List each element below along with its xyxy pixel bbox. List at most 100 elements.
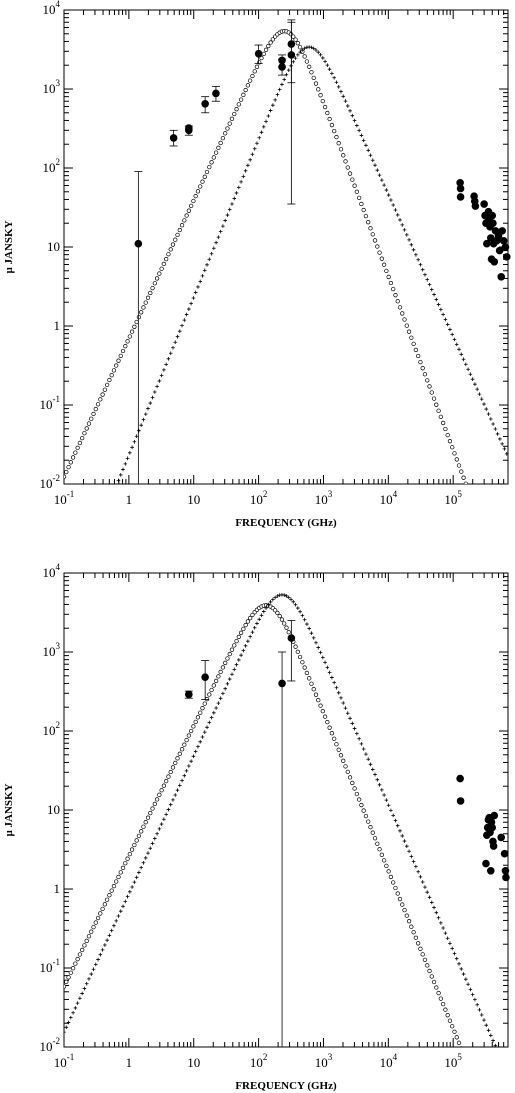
model-point — [434, 402, 439, 407]
model-point — [123, 899, 128, 904]
model-point — [188, 728, 194, 734]
model-point — [187, 764, 191, 768]
model-point — [439, 921, 443, 925]
model-point — [241, 174, 246, 179]
model-point — [123, 462, 128, 466]
model-point — [457, 962, 461, 966]
x-tick-label: 102 — [250, 1052, 268, 1070]
y-tick-label: 1 — [54, 318, 61, 333]
model-point — [216, 235, 221, 239]
model-point — [416, 353, 421, 359]
model-point — [423, 885, 427, 889]
data-marker — [500, 849, 509, 858]
model-point — [89, 972, 94, 976]
model-point — [212, 246, 216, 251]
model-point — [381, 262, 387, 267]
model-point — [395, 213, 400, 217]
y-tick-label: 10 — [47, 239, 60, 254]
model-point — [489, 1033, 493, 1038]
data-marker — [483, 239, 491, 248]
model-point — [323, 660, 327, 665]
model-point — [145, 815, 151, 820]
model-point — [409, 924, 414, 929]
model-point — [212, 711, 216, 715]
data-marker — [134, 239, 143, 248]
model-point — [373, 772, 377, 777]
model-point — [175, 232, 180, 238]
y-tick-label: 103 — [43, 641, 61, 659]
model-point — [327, 670, 332, 675]
model-point — [384, 798, 389, 802]
model-point — [347, 171, 353, 176]
data-marker — [501, 866, 510, 875]
model-point — [391, 880, 396, 885]
model-point — [218, 669, 223, 675]
model-point — [438, 996, 444, 1001]
model-point — [388, 874, 394, 880]
model-point — [275, 92, 280, 97]
model-point — [273, 595, 277, 600]
model-point — [257, 135, 262, 140]
model-point — [393, 208, 398, 212]
model-point — [377, 250, 382, 255]
model-point — [82, 431, 87, 436]
model-point — [162, 368, 166, 372]
model-point — [75, 1001, 80, 1005]
model-point — [204, 169, 210, 175]
model-point — [175, 334, 180, 339]
data-point — [287, 620, 296, 682]
model-point — [130, 445, 134, 450]
model-point — [173, 237, 178, 242]
model-point — [495, 432, 500, 436]
model-point — [96, 957, 100, 962]
y-tick-label: 10-1 — [40, 957, 61, 975]
model-point — [218, 140, 223, 146]
model-point — [77, 440, 83, 446]
data-point — [498, 227, 507, 235]
data-marker — [471, 202, 480, 210]
model-point — [252, 625, 257, 630]
model-point — [250, 152, 255, 157]
model-point — [416, 941, 421, 946]
model-point — [148, 290, 153, 296]
model-point — [261, 609, 266, 614]
model-point — [93, 920, 98, 925]
y-tick-label: 104 — [43, 0, 61, 17]
model-point — [477, 392, 482, 396]
model-point — [271, 597, 275, 602]
model-point — [406, 329, 412, 334]
model-point — [318, 703, 323, 708]
model-point — [459, 967, 464, 971]
model-point — [186, 733, 192, 738]
model-point — [286, 595, 291, 600]
model-point — [454, 956, 459, 961]
model-point — [86, 934, 92, 939]
model-point — [116, 914, 121, 918]
model-point — [479, 1013, 484, 1017]
model-point — [361, 207, 366, 213]
model-point — [223, 686, 227, 691]
x-tick-label: 10-1 — [54, 489, 75, 507]
model-point — [296, 606, 300, 610]
model-point — [313, 692, 319, 697]
model-point — [361, 747, 366, 751]
model-point — [406, 919, 412, 924]
model-point — [447, 439, 453, 444]
model-point — [445, 936, 450, 941]
model-point — [323, 59, 327, 64]
model-point — [266, 603, 271, 607]
model-point — [297, 654, 303, 660]
model-point — [484, 407, 489, 411]
model-point — [148, 810, 153, 816]
model-point — [386, 193, 391, 197]
model-point — [89, 929, 94, 934]
x-tick-label: 1 — [126, 492, 133, 507]
model-point — [148, 846, 153, 851]
model-point — [366, 819, 371, 824]
model-point — [370, 232, 375, 237]
model-point — [357, 736, 361, 741]
model-point — [155, 831, 159, 836]
model-point — [482, 402, 486, 406]
data-point — [134, 171, 143, 484]
model-point — [120, 348, 126, 354]
